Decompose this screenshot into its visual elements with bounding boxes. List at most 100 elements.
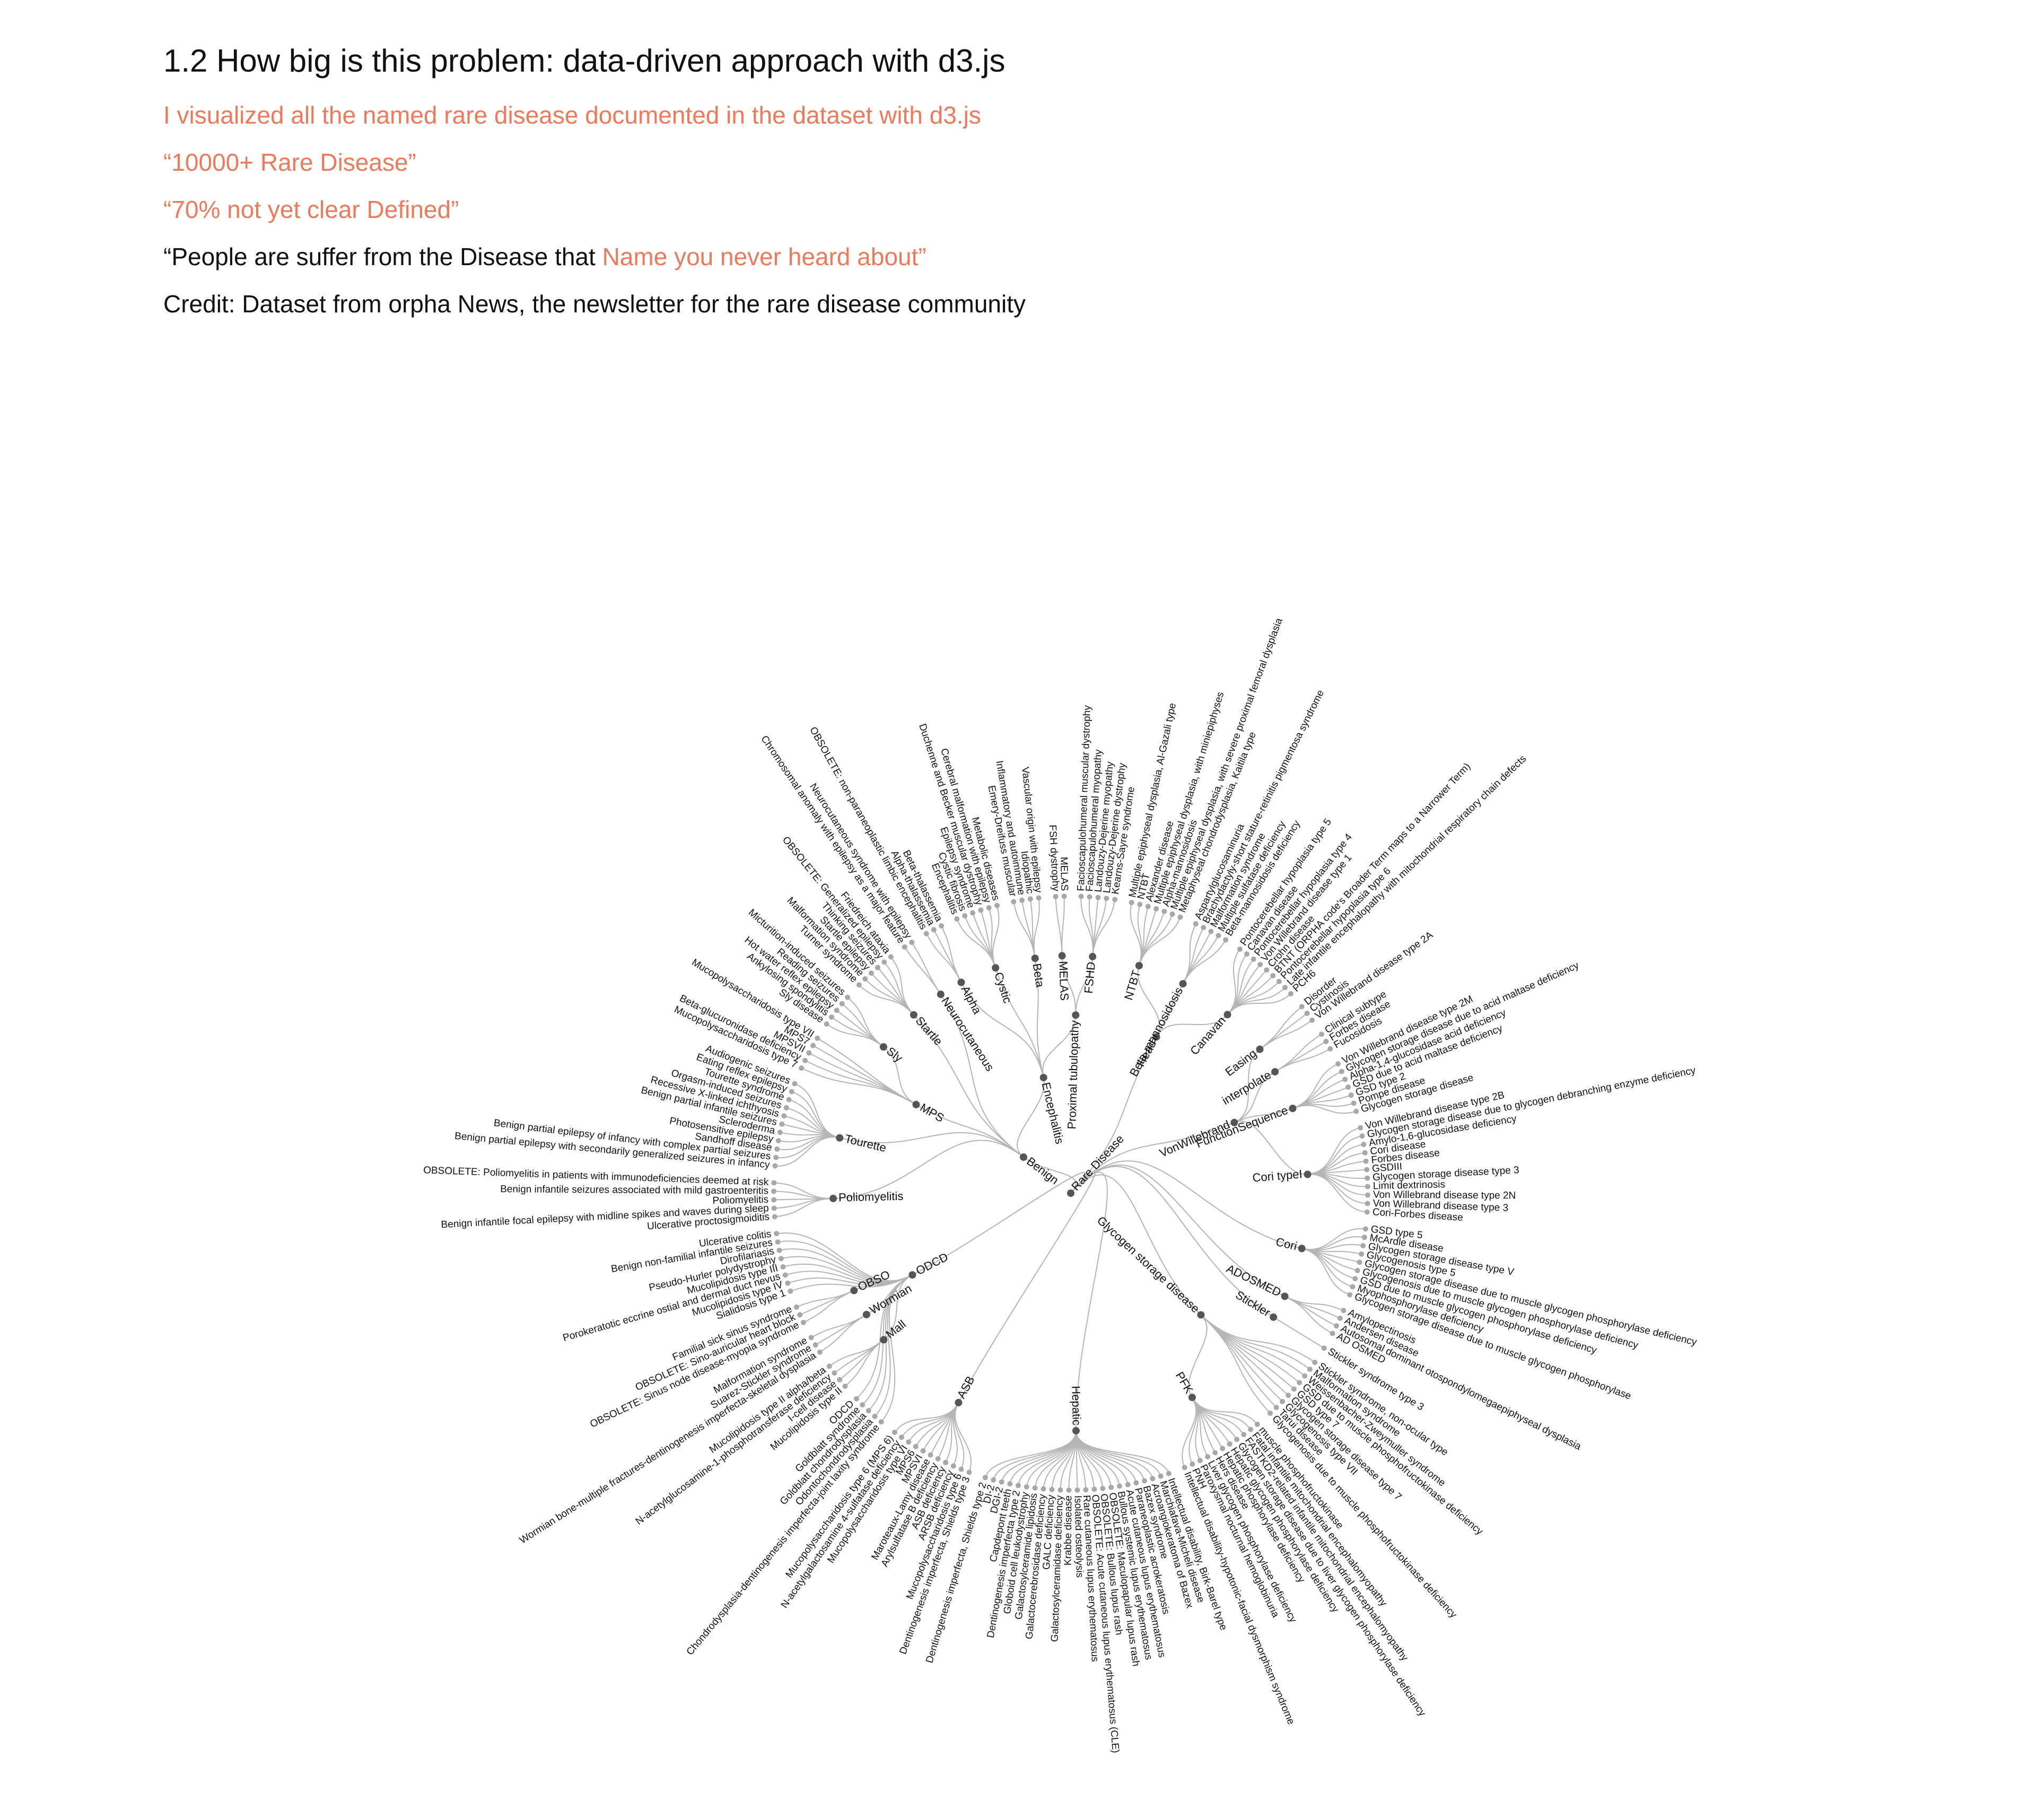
link — [776, 1232, 913, 1282]
leaf-node — [909, 939, 915, 945]
leaf-node — [1074, 1487, 1080, 1493]
link — [1188, 1314, 1208, 1398]
branch-label: Glycogen storage disease — [1095, 1214, 1202, 1316]
leaf-node — [1276, 978, 1282, 984]
branch-node — [1270, 1313, 1278, 1321]
leaf-node — [1019, 897, 1025, 903]
link — [1274, 1034, 1322, 1072]
leaf-node — [806, 1050, 812, 1056]
link — [840, 1132, 1024, 1158]
branch-label: Easing — [1222, 1046, 1259, 1079]
leaf-node — [1108, 1484, 1114, 1490]
leaf-node — [860, 1402, 865, 1408]
link — [1070, 1166, 1274, 1318]
link — [1192, 1397, 1251, 1430]
link — [1200, 1314, 1315, 1363]
link — [866, 1274, 913, 1315]
leaf-node — [1341, 1308, 1347, 1314]
leaf-node — [928, 1452, 933, 1458]
link — [803, 1290, 854, 1323]
link — [811, 1314, 867, 1338]
leaf-label: Glycogen storage disease due to glycogen… — [1366, 1065, 1697, 1140]
branch-node — [879, 1043, 887, 1051]
leaf-node — [853, 1396, 859, 1402]
leaf-node — [1251, 956, 1256, 962]
leaf-node — [1197, 1458, 1203, 1464]
leaf-node — [1264, 967, 1270, 973]
leaf-node — [778, 1256, 784, 1262]
leaf-node — [797, 1312, 803, 1318]
branch-label: Alpha — [958, 984, 984, 1017]
leaf-node — [1137, 902, 1143, 907]
link — [960, 982, 1044, 1078]
branch-label: ODCD — [914, 1250, 950, 1278]
branch-label: ADOSMED — [1225, 1262, 1283, 1299]
leaf-node — [999, 1479, 1004, 1485]
leaf-node — [808, 1335, 814, 1341]
leaf-label: Krabbe disease — [1063, 1495, 1074, 1565]
leaf-node — [1288, 991, 1293, 996]
leaf-node — [1339, 1069, 1344, 1074]
branch-label: Cystic — [992, 970, 1015, 1005]
leaf-node — [1297, 1380, 1302, 1386]
link — [1227, 993, 1291, 1015]
leaf-node — [1309, 1017, 1315, 1023]
link — [995, 967, 1044, 1078]
leaf-node — [1267, 1410, 1273, 1416]
leaf-node — [1361, 1142, 1367, 1148]
leaf-node — [792, 1081, 798, 1087]
branch-node — [1230, 1118, 1238, 1126]
branch-node — [1188, 1394, 1196, 1402]
branch-label: PFK — [1173, 1369, 1196, 1396]
branch-label: FSHD — [1082, 961, 1098, 994]
link — [1259, 1006, 1302, 1050]
branch-node — [880, 1336, 888, 1344]
leaf-node — [1091, 1486, 1097, 1492]
link — [901, 1402, 959, 1438]
links — [774, 896, 1368, 1490]
leaf-node — [789, 1089, 794, 1095]
nodes — [771, 894, 1370, 1493]
leaf-node — [1212, 1450, 1218, 1456]
branch-node — [910, 1011, 917, 1019]
leaf-node — [832, 1370, 837, 1376]
link — [894, 1402, 959, 1433]
leaf-node — [1158, 1473, 1164, 1479]
link — [911, 942, 941, 995]
link — [1200, 1314, 1305, 1377]
link — [1023, 1157, 1077, 1194]
leaf-label: MELAS — [1058, 856, 1070, 891]
link — [781, 1256, 913, 1283]
link — [1234, 1048, 1261, 1123]
leaf-node — [1241, 1432, 1247, 1438]
branch-node — [836, 1134, 844, 1142]
link — [774, 1191, 834, 1199]
leaf-node — [1193, 921, 1199, 927]
leaf-node — [1234, 1437, 1240, 1442]
link — [1192, 1397, 1237, 1440]
link — [801, 1068, 916, 1105]
leaf-node — [1280, 1398, 1286, 1404]
link — [884, 961, 914, 1016]
leaf-node — [1150, 1476, 1156, 1482]
leaf-node — [1354, 1267, 1360, 1273]
leaf-node — [954, 916, 960, 922]
link — [984, 1430, 1077, 1478]
link — [831, 1017, 884, 1047]
link — [829, 1339, 885, 1367]
leaf-node — [834, 1008, 840, 1013]
leaf-node — [935, 1456, 941, 1462]
leaf-label: Beta-glucuronidase deficiency — [678, 993, 803, 1063]
leaf-node — [1330, 1331, 1335, 1336]
link — [1034, 958, 1044, 1078]
link — [1273, 1316, 1325, 1349]
link — [1075, 956, 1094, 1016]
leaf-node — [875, 965, 880, 970]
leaf-node — [862, 976, 868, 982]
leaf-node — [978, 907, 984, 913]
leaf-label: GSDIII — [1371, 1161, 1403, 1174]
leaf-node — [1145, 904, 1151, 909]
leaf-node — [1116, 1483, 1122, 1489]
branch-node — [829, 1194, 837, 1202]
leaf-label: Von Willebrand disease type 2N — [1373, 1189, 1516, 1202]
